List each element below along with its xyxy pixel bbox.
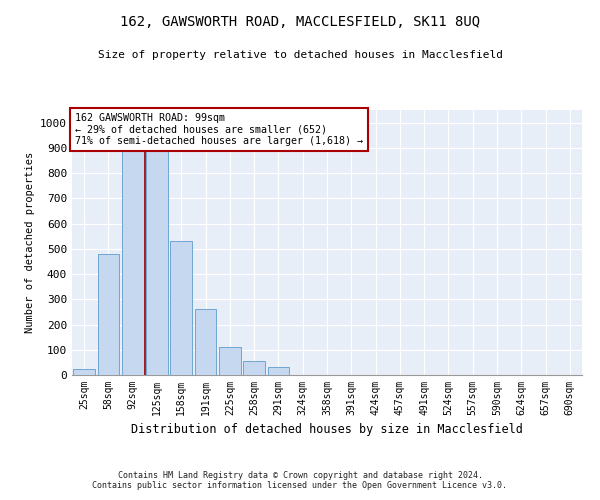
Text: Contains HM Land Registry data © Crown copyright and database right 2024.
Contai: Contains HM Land Registry data © Crown c…	[92, 470, 508, 490]
Bar	[146, 135, 168, 375]
Bar	[219, 347, 241, 375]
Bar	[73, 368, 95, 375]
Y-axis label: Number of detached properties: Number of detached properties	[25, 152, 35, 333]
Bar	[194, 310, 217, 375]
Bar	[268, 368, 289, 375]
Bar	[243, 361, 265, 375]
Text: Size of property relative to detached houses in Macclesfield: Size of property relative to detached ho…	[97, 50, 503, 60]
X-axis label: Distribution of detached houses by size in Macclesfield: Distribution of detached houses by size …	[131, 424, 523, 436]
Bar	[170, 241, 192, 375]
Text: 162 GAWSWORTH ROAD: 99sqm
← 29% of detached houses are smaller (652)
71% of semi: 162 GAWSWORTH ROAD: 99sqm ← 29% of detac…	[74, 112, 362, 146]
Bar	[122, 135, 143, 375]
Text: 162, GAWSWORTH ROAD, MACCLESFIELD, SK11 8UQ: 162, GAWSWORTH ROAD, MACCLESFIELD, SK11 …	[120, 15, 480, 29]
Bar	[97, 254, 119, 375]
